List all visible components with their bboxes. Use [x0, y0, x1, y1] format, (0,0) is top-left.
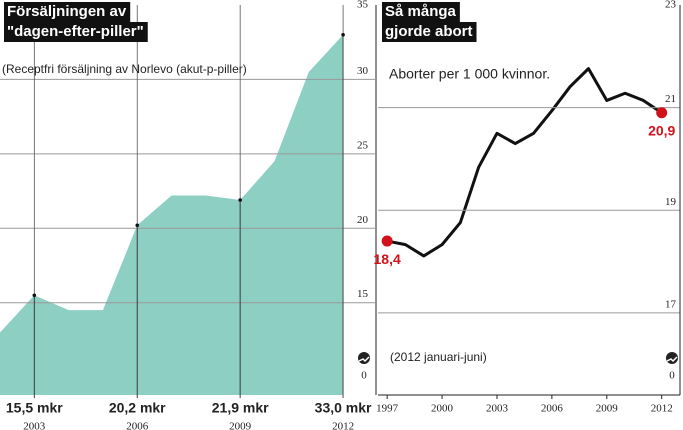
chart-title: Så många: [385, 3, 457, 20]
point: [32, 293, 37, 298]
axis-break: [358, 352, 370, 364]
panel: 17 19 21 23 0 1997 2000 2003 2006 2009 2012 18,4 20,…: [374, 0, 681, 415]
y-tick-label: 20: [357, 214, 369, 226]
subtitle: (Receptfri försäljning av Norlevo (akut-…: [2, 62, 247, 76]
point: [656, 107, 668, 119]
subtitle: Aborter per 1 000 kvinnor.: [389, 66, 550, 82]
value-label: 20,9: [648, 122, 675, 138]
axis-break: [666, 356, 678, 363]
y-tick-label: 35: [357, 0, 369, 11]
x-tick-label: 2009: [229, 421, 252, 430]
x-tick-label: 2012: [332, 421, 354, 430]
note: (2012 januari-juni): [390, 350, 487, 364]
line: [386, 67, 663, 258]
chart-title: Försäljningen av: [7, 3, 127, 20]
y-tick-label: 23: [665, 0, 677, 11]
x-tick-label: 2012: [651, 403, 673, 415]
point: [381, 235, 393, 247]
chart-title: "dagen-efter-piller": [7, 23, 144, 40]
y-tick-label: 19: [665, 196, 677, 208]
area: [0, 34, 344, 395]
x-tick-label: 2006: [126, 421, 149, 430]
value-label: 15,5 mkr: [6, 400, 63, 416]
value-label: 21,9 mkr: [212, 400, 269, 416]
y-tick-label: 25: [357, 139, 369, 151]
value-label: 18,4: [374, 251, 401, 267]
panel: 15 20 25 30 35 0 2003 2006 2009 2012 15,5 mkr 20,2 …: [0, 0, 377, 430]
x-tick-label: 1997: [376, 403, 399, 415]
chart-title: gjorde abort: [385, 23, 473, 40]
point: [135, 223, 140, 228]
axis-break: [666, 352, 678, 364]
y-tick-label: 17: [665, 298, 677, 310]
x-tick-label: 2000: [431, 403, 454, 415]
title-box: [382, 2, 460, 22]
value-label: 20,2 mkr: [109, 400, 166, 416]
point: [341, 32, 345, 37]
axis-break-label: 0: [669, 370, 675, 382]
point: [238, 198, 242, 202]
value-label: 33,0 mkr: [315, 400, 372, 416]
axis-break: [358, 356, 370, 363]
title-box: [4, 22, 148, 42]
y-tick-label: 30: [357, 65, 369, 77]
x-tick-label: 2003: [23, 421, 46, 430]
x-tick-label: 2009: [596, 403, 619, 415]
title-box: [382, 22, 477, 42]
title-box: [4, 2, 131, 22]
y-tick-label: 15: [357, 288, 369, 300]
y-tick-label: 21: [665, 93, 676, 105]
x-tick-label: 2006: [541, 403, 564, 415]
x-tick-label: 2003: [486, 403, 509, 415]
axis-break-label: 0: [361, 370, 367, 382]
